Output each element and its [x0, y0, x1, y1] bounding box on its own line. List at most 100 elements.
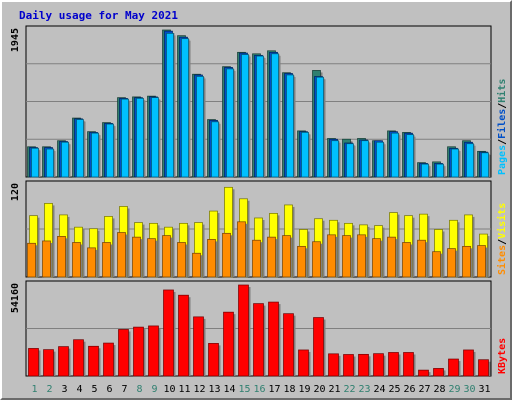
- day-label-4: 4: [76, 384, 82, 395]
- day-label-31: 31: [478, 384, 490, 395]
- day-label-24: 24: [373, 384, 385, 395]
- pages-bar-day-8: [136, 98, 144, 178]
- sites-bar-day-19: [297, 245, 306, 278]
- sites-bar-day-14: [222, 232, 231, 278]
- sites-bar-day-22: [342, 235, 351, 278]
- day-label-22: 22: [343, 384, 355, 395]
- y-max-label-visits-sites: 120: [10, 183, 21, 201]
- day-label-19: 19: [298, 384, 310, 395]
- sites-bar-day-25: [387, 236, 396, 278]
- legend-item-pages: Pages: [497, 145, 508, 175]
- sites-bar-day-21: [327, 234, 336, 278]
- legend-item-sites: Sites: [496, 245, 508, 275]
- legend-separator: /: [497, 239, 508, 245]
- kbytes-bar-day-12: [193, 316, 204, 377]
- kbytes-bar-day-7: [118, 329, 129, 377]
- day-label-28: 28: [433, 384, 445, 395]
- day-label-30: 30: [463, 384, 475, 395]
- legend-separator: /: [497, 103, 508, 109]
- kbytes-bar-day-18: [283, 313, 294, 377]
- kbytes-bar-day-24: [373, 353, 384, 377]
- sites-bar-day-27: [417, 239, 426, 278]
- legend-item-visits: Visits: [496, 203, 508, 239]
- sites-bar-day-28: [432, 251, 441, 278]
- kbytes-bar-day-1: [28, 348, 39, 377]
- day-label-25: 25: [388, 384, 400, 395]
- day-label-12: 12: [193, 384, 205, 395]
- kbytes-bar-day-14: [223, 311, 234, 377]
- sites-bar-day-23: [357, 234, 366, 278]
- pages-bar-day-31: [481, 152, 489, 178]
- day-label-3: 3: [61, 384, 67, 395]
- legend-visits-sites: Sites/Visits: [496, 203, 508, 275]
- kbytes-bar-day-20: [313, 317, 324, 377]
- legend-item-files: Files: [496, 109, 508, 139]
- kbytes-bar-day-31: [478, 359, 489, 377]
- pages-bar-day-13: [211, 121, 219, 178]
- sites-bar-day-8: [132, 236, 141, 278]
- sites-bar-day-4: [72, 242, 81, 278]
- kbytes-bar-day-21: [328, 353, 339, 377]
- kbytes-bar-day-9: [148, 325, 159, 377]
- pages-bar-day-6: [106, 123, 114, 178]
- sites-bar-day-18: [282, 235, 291, 278]
- pages-bar-day-20: [316, 76, 324, 178]
- pages-bar-day-19: [301, 132, 309, 178]
- day-label-20: 20: [313, 384, 325, 395]
- pages-bar-day-1: [31, 147, 39, 178]
- kbytes-bar-day-16: [253, 303, 264, 377]
- sites-bar-day-15: [237, 221, 246, 278]
- pages-bar-day-24: [376, 141, 384, 178]
- sites-bar-day-29: [447, 248, 456, 278]
- day-label-21: 21: [328, 384, 340, 395]
- day-label-16: 16: [253, 384, 265, 395]
- kbytes-bar-day-3: [58, 346, 69, 377]
- sites-bar-day-5: [87, 247, 96, 278]
- kbytes-bar-day-10: [163, 289, 174, 377]
- kbytes-bar-day-28: [433, 368, 444, 377]
- pages-bar-day-16: [256, 55, 264, 178]
- kbytes-bar-day-23: [358, 353, 369, 377]
- day-label-14: 14: [223, 384, 235, 395]
- chart-title: Daily usage for May 2021: [19, 9, 178, 22]
- legend-separator: /: [497, 139, 508, 145]
- pages-bar-day-26: [406, 134, 414, 178]
- sites-bar-day-3: [57, 236, 66, 278]
- kbytes-bar-day-11: [178, 294, 189, 377]
- pages-bar-day-21: [331, 140, 339, 178]
- day-label-17: 17: [268, 384, 280, 395]
- sites-bar-day-12: [192, 252, 201, 278]
- day-label-29: 29: [448, 384, 460, 395]
- y-max-label-hits-files-pages: 1945: [10, 28, 21, 52]
- kbytes-bar-day-13: [208, 343, 219, 377]
- pages-bar-day-29: [451, 148, 459, 178]
- legend-item-kbytes: KBytes: [497, 338, 508, 374]
- pages-bar-day-22: [346, 143, 354, 178]
- day-label-2: 2: [46, 384, 52, 395]
- day-label-11: 11: [178, 384, 190, 395]
- sites-bar-day-7: [117, 232, 126, 278]
- legend-hits-files-pages: Pages/Files/Hits: [496, 79, 508, 175]
- sites-bar-day-24: [372, 238, 381, 278]
- pages-bar-day-23: [361, 140, 369, 178]
- pages-bar-day-25: [391, 132, 399, 178]
- pages-bar-day-2: [46, 148, 54, 178]
- day-label-7: 7: [121, 384, 127, 395]
- pages-bar-day-7: [121, 98, 129, 178]
- day-label-10: 10: [163, 384, 175, 395]
- sites-bar-day-2: [42, 240, 51, 278]
- day-label-23: 23: [358, 384, 370, 395]
- sites-bar-day-17: [267, 236, 276, 278]
- chart-bars: [27, 29, 491, 377]
- kbytes-bar-day-25: [388, 352, 399, 377]
- pages-bar-day-11: [181, 38, 189, 178]
- kbytes-bar-day-26: [403, 352, 414, 377]
- sites-bar-day-30: [462, 245, 471, 278]
- sites-bar-day-31: [477, 245, 486, 278]
- pages-bar-day-9: [151, 97, 159, 178]
- kbytes-bar-day-30: [463, 349, 474, 377]
- pages-bar-day-10: [166, 33, 174, 178]
- pages-bar-day-17: [271, 53, 279, 178]
- day-label-18: 18: [283, 384, 295, 395]
